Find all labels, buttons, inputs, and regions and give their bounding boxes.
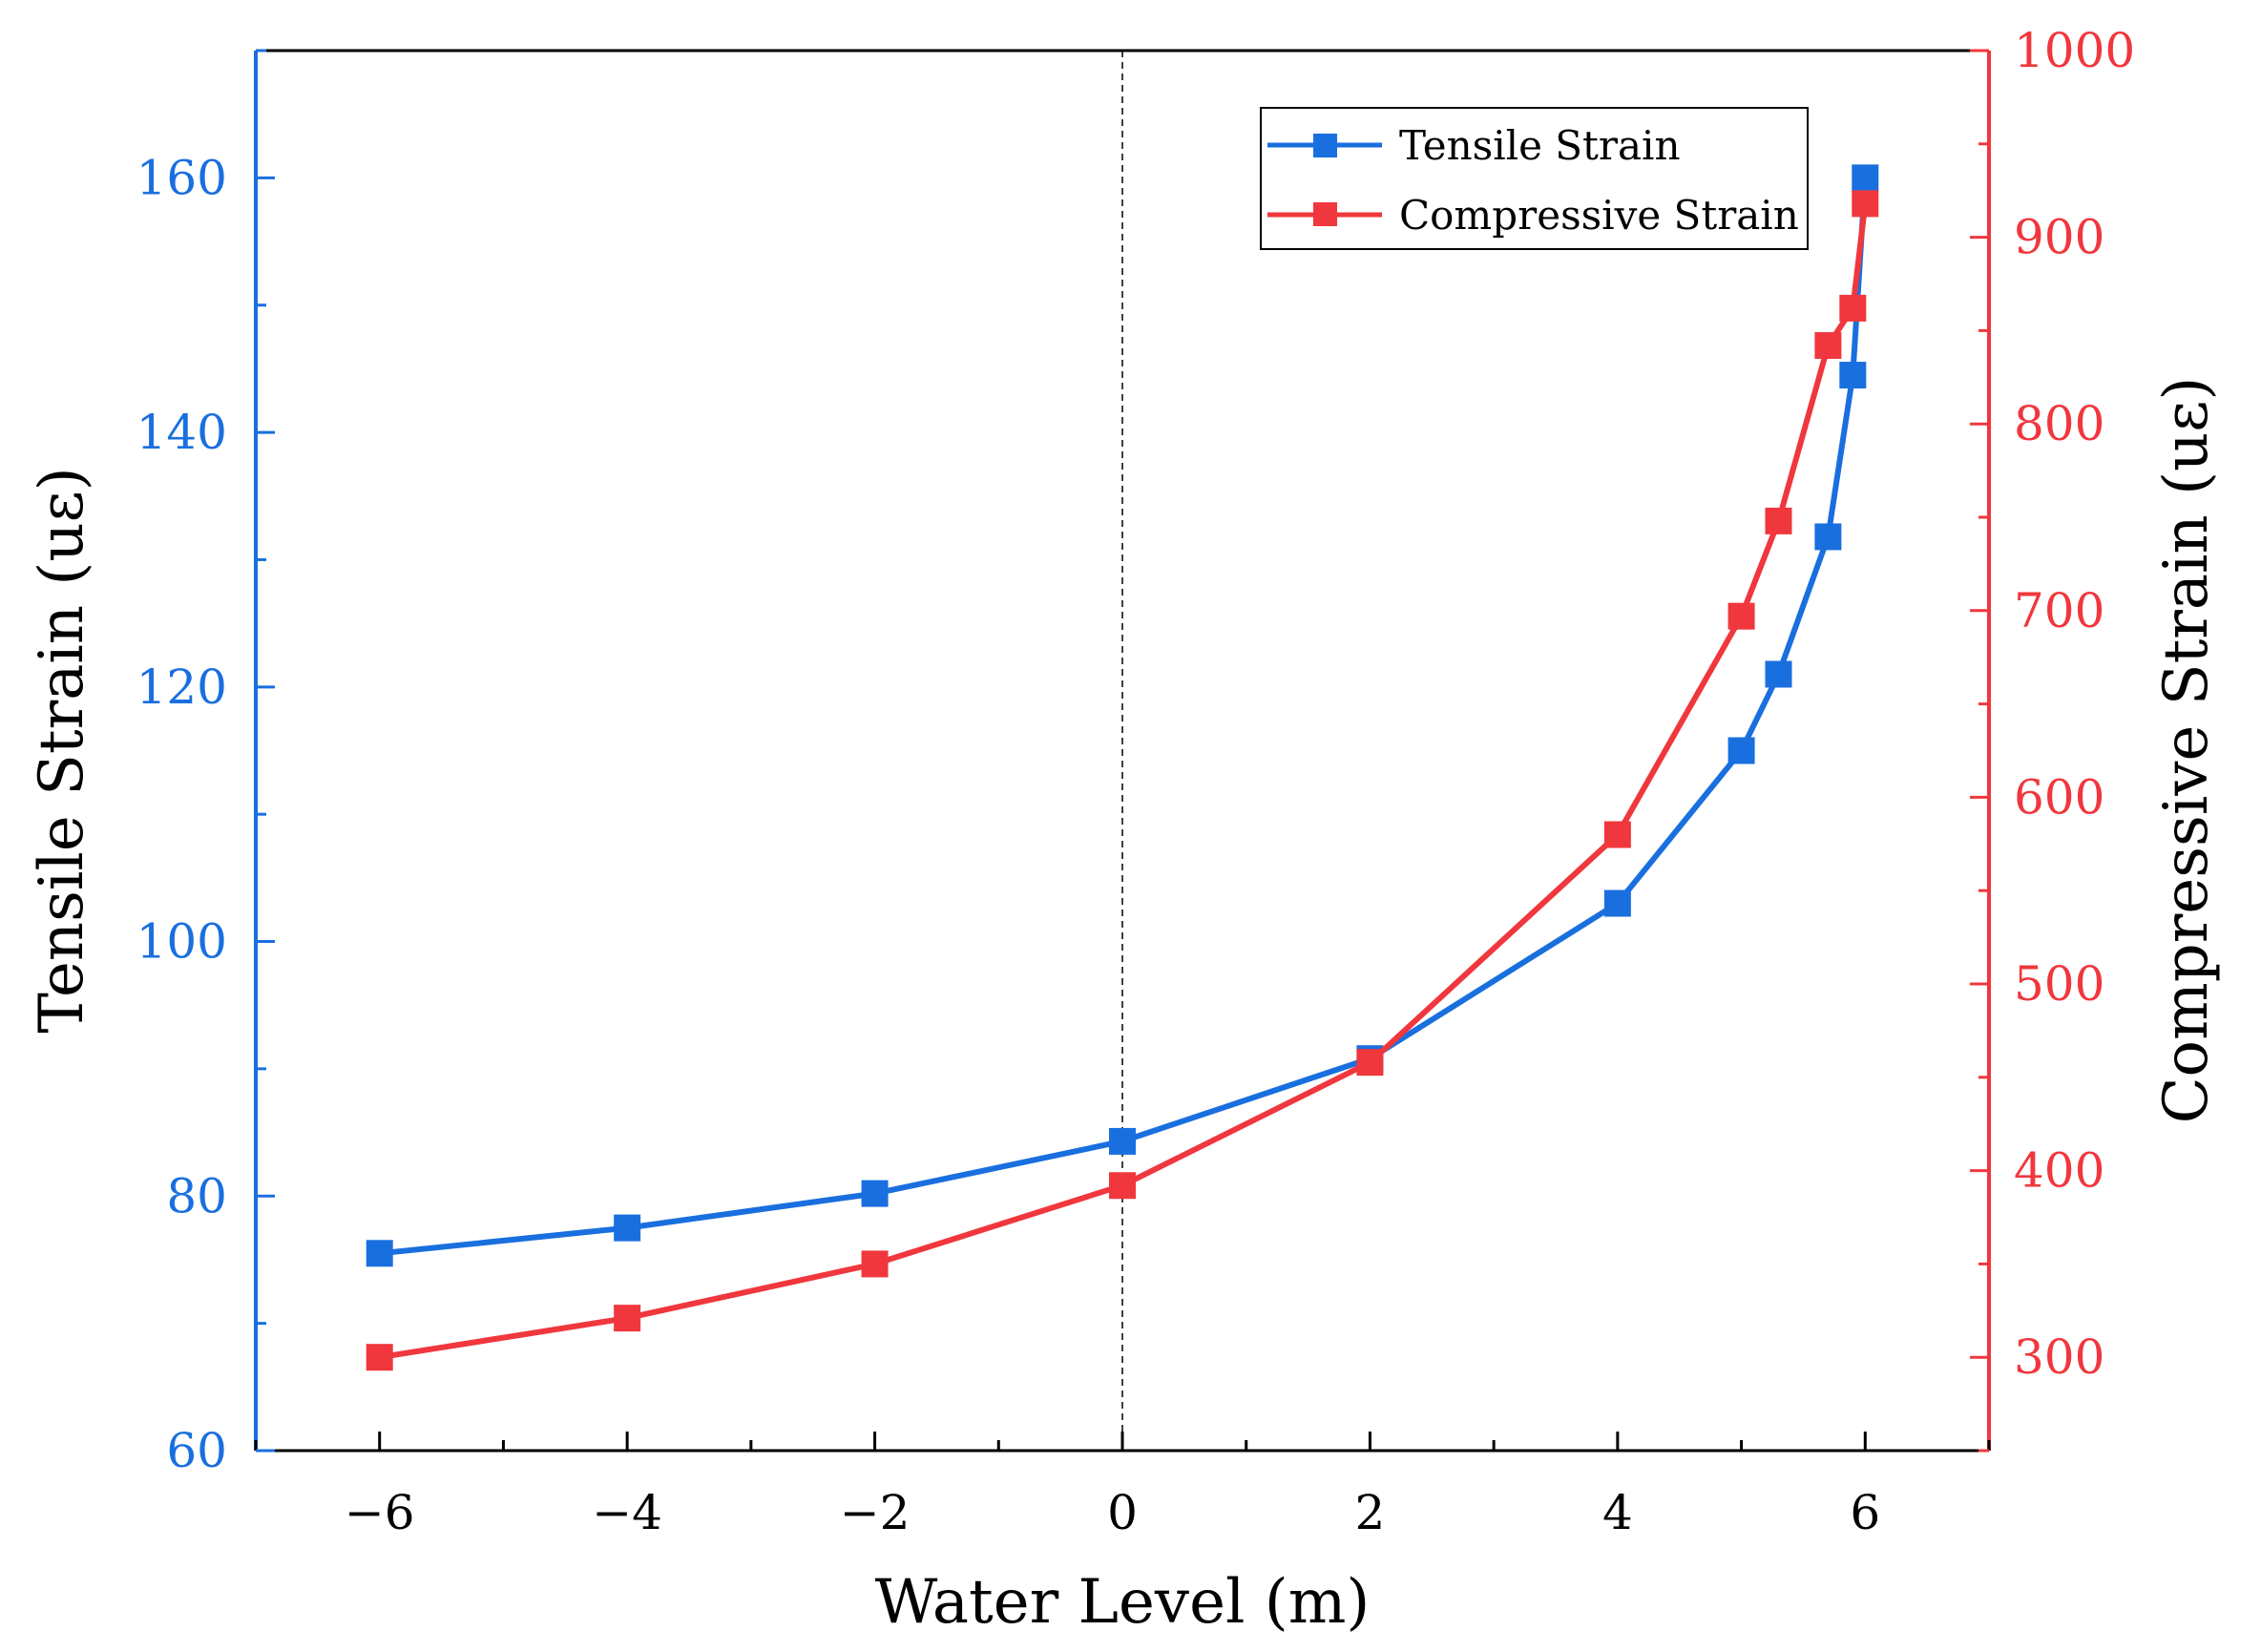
compressive-point	[614, 1305, 641, 1332]
x-tick-label: 2	[1355, 1485, 1386, 1540]
y-right-tick-label: 600	[2014, 769, 2104, 825]
y-right-tick-label: 700	[2014, 583, 2104, 638]
y-right-tick-label: 300	[2014, 1329, 2104, 1385]
compressive-point	[861, 1250, 889, 1278]
tensile-point	[861, 1180, 889, 1207]
y-right-axis-title: Compressive Strain (uε)	[2151, 377, 2222, 1124]
x-tick-label: 0	[1107, 1485, 1138, 1540]
compressive-point	[1109, 1172, 1136, 1200]
y-left-tick-label: 120	[136, 659, 227, 715]
x-tick-label: 4	[1602, 1485, 1633, 1540]
y-right-tick-label: 400	[2014, 1143, 2104, 1199]
compressive-point	[1765, 507, 1792, 534]
y-left-tick-label: 100	[136, 914, 227, 970]
compressive-point	[1814, 332, 1842, 360]
legend-label-tensile: Tensile Strain	[1399, 122, 1681, 169]
tensile-point	[1727, 737, 1755, 764]
legend-marker-compressive	[1313, 202, 1337, 226]
y-right-tick-label: 500	[2014, 956, 2104, 1012]
tensile-point	[1109, 1127, 1136, 1155]
x-tick-label: −6	[345, 1485, 415, 1540]
compressive-point	[1603, 821, 1631, 848]
y-left-tick-label: 140	[136, 405, 227, 460]
y-right-tick-label: 800	[2014, 396, 2104, 451]
tensile-point	[1814, 523, 1842, 551]
tensile-point	[1765, 660, 1792, 688]
x-tick-label: −4	[592, 1485, 662, 1540]
x-tick-label: −2	[840, 1485, 911, 1540]
y-right-tick-label: 900	[2014, 210, 2104, 265]
y-right-tick-label: 1000	[2014, 23, 2135, 78]
legend-label-compressive: Compressive Strain	[1399, 192, 1799, 239]
compressive-point	[1839, 294, 1867, 322]
compressive-point	[1852, 190, 1879, 218]
legend: Tensile Strain Compressive Strain	[1260, 107, 1809, 250]
y-left-tick-label: 60	[166, 1423, 227, 1478]
tensile-point	[1852, 164, 1879, 192]
y-right-ticks: 300 400 500 600 700 800 900 1000	[1970, 23, 2135, 1453]
legend-box	[1260, 107, 1809, 250]
compressive-point	[366, 1344, 393, 1371]
y-left-ticks: 60 80 100 120 140 160	[136, 49, 275, 1478]
y-left-tick-label: 160	[136, 150, 227, 205]
series-layer	[366, 164, 1879, 1371]
compressive-point	[1727, 602, 1755, 630]
tensile-point	[1839, 362, 1867, 389]
tensile-point	[1603, 889, 1631, 917]
y-left-tick-label: 80	[166, 1168, 227, 1223]
compressive-point	[1356, 1049, 1384, 1077]
x-axis-title: Water Level (m)	[875, 1567, 1371, 1638]
tensile-point	[614, 1214, 641, 1242]
tensile-point	[366, 1240, 393, 1267]
x-ticks: −6 −4 −2 0 2 4 6	[254, 1432, 1991, 1540]
y-left-axis-title: Tensile Strain (uε)	[27, 467, 97, 1033]
legend-marker-tensile	[1313, 134, 1337, 157]
x-tick-label: 6	[1850, 1485, 1880, 1540]
